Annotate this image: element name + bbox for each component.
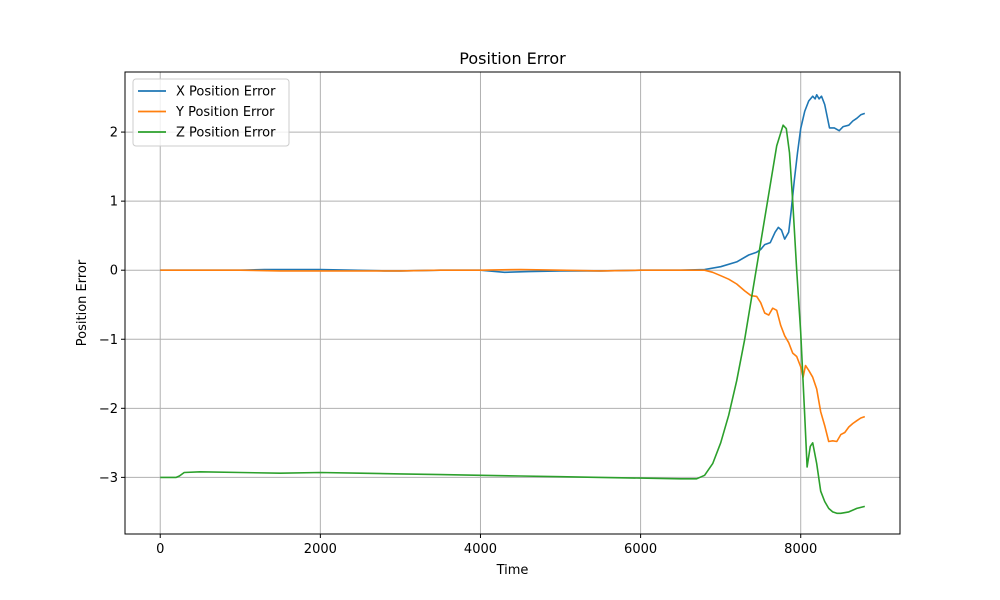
plot-area <box>125 72 900 534</box>
chart-title: Position Error <box>459 49 566 68</box>
series-line-3 <box>160 124 865 515</box>
grid <box>125 72 900 534</box>
y-tick-label: 1 <box>110 195 118 210</box>
legend-label-2: Y Position Error <box>175 105 275 120</box>
x-tick-label: 8000 <box>784 542 817 557</box>
legend-label-3: Z Position Error <box>176 126 276 141</box>
legend-label-1: X Position Error <box>176 85 276 100</box>
series-line-2 <box>160 268 866 443</box>
y-tick-label: −1 <box>99 333 118 348</box>
x-axis-label: Time <box>496 563 529 578</box>
x-tick-label: 0 <box>156 542 164 557</box>
x-tick-label: 2000 <box>304 542 337 557</box>
x-tick-label: 6000 <box>624 542 657 557</box>
y-tick-label: 0 <box>110 264 118 279</box>
y-tick-label: −3 <box>99 471 118 486</box>
plot-frame <box>124 71 901 535</box>
x-tick-label: 4000 <box>464 542 497 557</box>
y-tick-label: −2 <box>99 402 118 417</box>
y-tick-label: 2 <box>110 126 118 141</box>
series-lines <box>160 94 866 515</box>
axis-ticks: 0 2000 4000 6000 8000 −3 −2 −1 0 1 2 <box>99 126 817 557</box>
y-axis-label: Position Error <box>75 259 90 346</box>
legend-box <box>132 78 290 147</box>
legend: X Position Error Y Position Error Z Positi… <box>132 78 290 147</box>
